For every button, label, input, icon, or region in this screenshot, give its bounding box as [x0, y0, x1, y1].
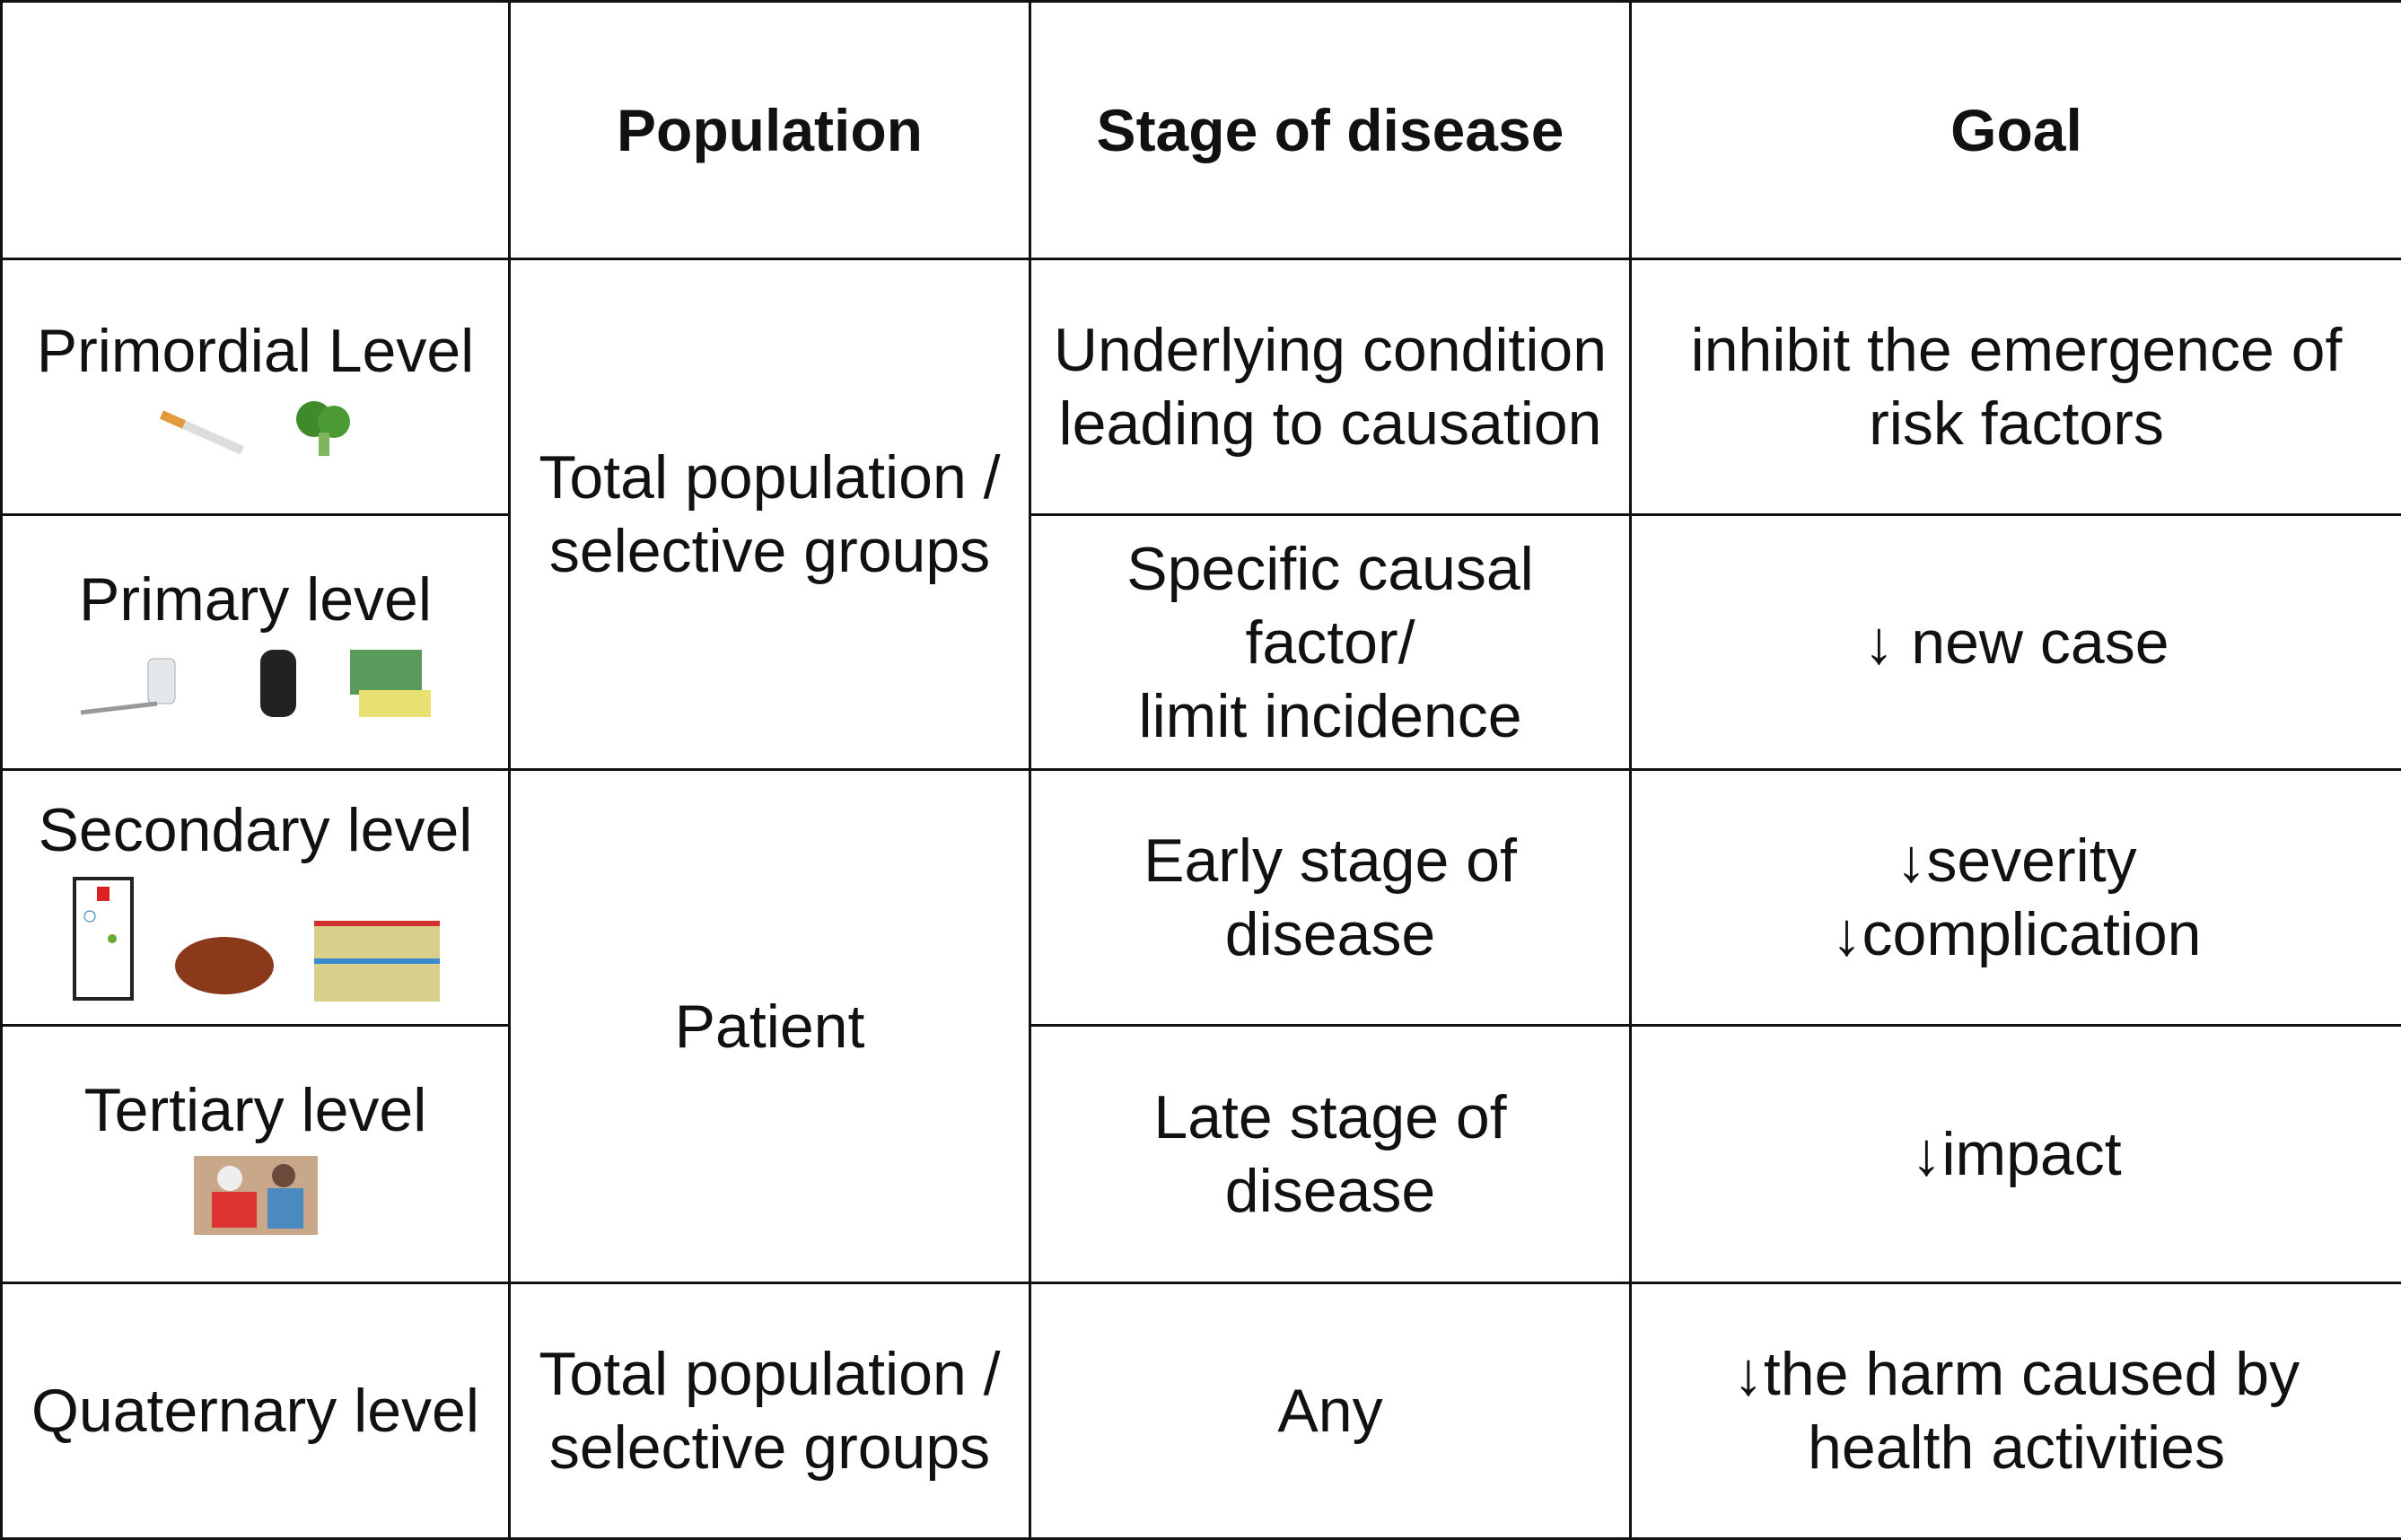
smear-icon — [314, 921, 440, 1002]
goal-cell: inhibit the emergence of risk factors — [1631, 259, 2401, 515]
header-cell: Stage of disease — [1030, 2, 1631, 259]
header-cell: Population — [510, 2, 1030, 259]
rehab-icon — [194, 1156, 318, 1235]
goal-cell: ↓the harm caused by health activities — [1631, 1283, 2401, 1539]
level-cell: Secondary level — [2, 770, 510, 1026]
level-label: Primary level — [3, 563, 508, 636]
header-row: Population Stage of disease Goal — [2, 2, 2401, 259]
level-label: Tertiary level — [3, 1073, 508, 1147]
vaccine-icon — [76, 650, 211, 722]
stage-cell: Underlying condition leading to causatio… — [1030, 259, 1631, 515]
header-cell: Goal — [1631, 2, 2401, 259]
level-label: Primordial Level — [3, 314, 508, 388]
goal-cell: ↓ new case — [1631, 515, 2401, 770]
car-seat-icon — [247, 645, 310, 722]
level-cell: Primordial Level — [2, 259, 510, 515]
stage-cell: Late stage of disease — [1030, 1026, 1631, 1283]
icons — [3, 876, 508, 1002]
population-cell: Total population / selective groups — [510, 1283, 1030, 1539]
row: Tertiary level Late stage of disease ↓im… — [2, 1026, 2401, 1283]
stage-cell: Specific causal factor/ limit incidence — [1030, 515, 1631, 770]
row: Primary level Specific causal factor/ li… — [2, 515, 2401, 770]
population-cell: Total population / selective groups — [510, 259, 1030, 770]
folic-acid-icon — [346, 645, 435, 722]
row: Secondary level Patient Early stage of d… — [2, 770, 2401, 1026]
eye-chart-icon — [72, 876, 135, 1002]
stage-cell: Early stage of disease — [1030, 770, 1631, 1026]
level-label: Secondary level — [3, 793, 508, 867]
icons — [3, 645, 508, 722]
stool-icon — [171, 930, 278, 1002]
stage-cell: Any — [1030, 1283, 1631, 1539]
goal-cell: ↓severity ↓complication — [1631, 770, 2401, 1026]
icons — [3, 1156, 508, 1235]
broccoli-icon — [287, 397, 359, 459]
row: Quaternary level Total population / sele… — [2, 1283, 2401, 1539]
level-cell: Tertiary level — [2, 1026, 510, 1283]
row: Primordial Level Total population / sele… — [2, 259, 2401, 515]
icons — [3, 397, 508, 459]
level-cell: Quaternary level — [2, 1283, 510, 1539]
cigarette-icon — [153, 406, 251, 459]
goal-cell: ↓impact — [1631, 1026, 2401, 1283]
level-cell: Primary level — [2, 515, 510, 770]
corner-cell — [2, 2, 510, 259]
population-cell: Patient — [510, 770, 1030, 1283]
